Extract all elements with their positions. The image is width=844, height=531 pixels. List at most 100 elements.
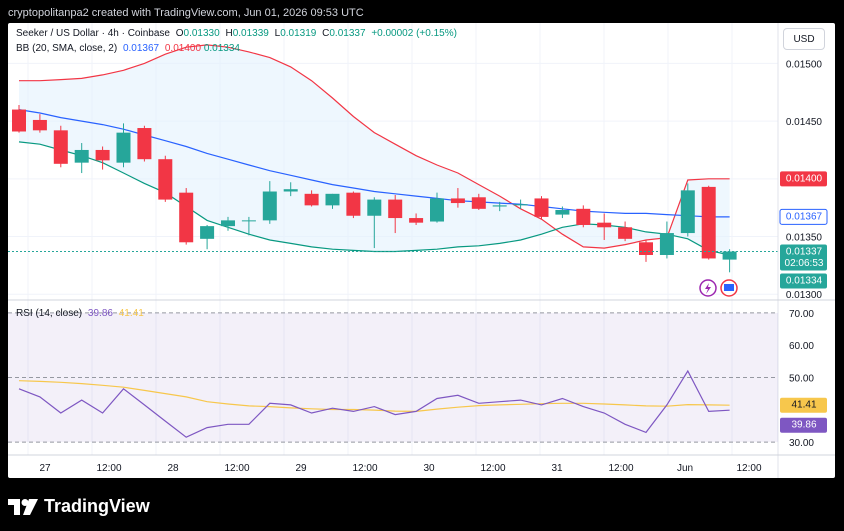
candle-body-5 — [116, 132, 131, 163]
time-tick-label-2: 28 — [167, 463, 179, 474]
rsi-tick-label-2: 50.00 — [789, 374, 814, 385]
bb-upper-value: 0.01400 — [164, 43, 202, 54]
time-tick-label-6: 30 — [423, 463, 435, 474]
bollinger-bands — [8, 23, 778, 455]
rsi-price-label-box — [780, 417, 827, 433]
rsi-ma-price-label-text-0: 41.41 — [791, 400, 816, 411]
bb-legend: BB (20, SMA, close, 2) 0.01367 0.01400 0… — [16, 43, 243, 54]
rsi-ma-value: 41.41 — [118, 308, 144, 319]
bb-lower-price-label-text-0: 0.01334 — [786, 275, 823, 286]
rsi-axis[interactable]: 70.00 60.00 50.00 30.00 — [789, 309, 814, 449]
last-price-label-text-1: 02:06:53 — [785, 258, 824, 269]
time-tick-label-8: 31 — [551, 463, 563, 474]
tradingview-logo[interactable]: TradingView — [8, 496, 150, 517]
ohlc-close-label: C — [322, 28, 330, 39]
candle-body-28 — [597, 222, 612, 228]
time-axis[interactable]: 27 12:00 28 12:00 29 12:00 30 12:00 31 12:00 Jun 12… — [8, 454, 835, 474]
candle-body-11 — [241, 220, 256, 222]
rsi-value: 39.86 — [87, 308, 113, 319]
candle-body-13 — [283, 189, 298, 192]
candle-body-34 — [722, 251, 737, 260]
candle-body-33 — [701, 186, 716, 259]
candle-body-8 — [179, 192, 194, 243]
candle-body-19 — [409, 218, 424, 223]
ohlc-close: C0.01337 — [322, 28, 365, 39]
time-tick-label-4: 29 — [295, 463, 307, 474]
symbol-name: Seeker / US Dollar · 4h · Coinbase — [16, 28, 170, 39]
rsi-tick-label-0: 70.00 — [789, 309, 814, 320]
bb-basis-price-label-text-0: 0.01367 — [786, 211, 823, 222]
rsi-price-label: 39.86 — [780, 417, 827, 433]
rsi-legend: RSI (14, close) 39.86 41.41 — [16, 308, 147, 319]
candles — [8, 104, 778, 297]
time-tick-label-9: 12:00 — [608, 463, 633, 474]
tradingview-logo-text: TradingView — [44, 496, 150, 516]
bb-basis-value: 0.01367 — [122, 43, 160, 54]
time-tick-label-1: 12:00 — [96, 463, 121, 474]
candle-body-18 — [388, 199, 403, 219]
bb-basis-price-label-box — [779, 208, 828, 225]
bolt-icon — [705, 283, 711, 294]
rsi-ma-price-label: 41.41 — [780, 397, 827, 413]
currency-button[interactable]: USD — [783, 28, 825, 50]
rsi-ma-line — [18, 380, 730, 413]
candle-body-31 — [659, 233, 674, 255]
candle-body-2 — [53, 130, 68, 164]
candle-body-24 — [513, 204, 528, 206]
time-tick-label-3: 12:00 — [224, 463, 249, 474]
rsi-pane — [8, 312, 778, 443]
tradingview-logo-icon — [8, 498, 38, 515]
bb-lower-price-label: 0.01334 — [780, 273, 827, 289]
time-tick-label-11: 12:00 — [736, 463, 761, 474]
candle-body-20 — [430, 198, 444, 222]
bb-upper-line — [19, 44, 730, 249]
ohlc-open-value: 0.01330 — [183, 28, 220, 39]
bb-label: BB (20, SMA, close, 2) — [16, 43, 118, 54]
rsi-ma-price-label-box — [780, 397, 827, 413]
symbol-legend: Seeker / US Dollar · 4h · Coinbase O0.01… — [16, 28, 460, 39]
candle-body-30 — [639, 242, 653, 255]
ohlc-high-value: 0.01339 — [232, 28, 269, 39]
ohlc-low-label: L — [274, 28, 281, 39]
candle-body-29 — [618, 227, 633, 239]
price-tick-label-3: 0.01350 — [786, 233, 823, 244]
candle-body-27 — [576, 208, 591, 225]
ohlc-open-label: O — [175, 28, 184, 39]
rsi-tick-label-1: 60.00 — [789, 341, 814, 352]
last-price-label-text-0: 0.01337 — [786, 247, 823, 258]
bb-basis-price-label: 0.01367 — [779, 208, 828, 225]
candle-body-9 — [200, 226, 215, 239]
ohlc-high-label: H — [225, 28, 233, 39]
candle-body-22 — [471, 197, 486, 209]
price-tick-label-0: 0.01500 — [786, 59, 823, 70]
candle-body-25 — [534, 198, 549, 217]
ohlc-high: H0.01339 — [225, 28, 268, 39]
bb-upper-price-label-text-0: 0.01400 — [786, 173, 823, 184]
bb-lower-price-label-box — [780, 273, 827, 289]
candle-body-1 — [32, 119, 47, 131]
candle-body-0 — [12, 109, 26, 132]
bb-lower-value: 0.01334 — [203, 43, 240, 54]
time-tick-label-0: 27 — [39, 463, 51, 474]
rsi-line — [18, 369, 730, 438]
candle-body-4 — [95, 149, 110, 161]
chart-svg[interactable]: 0.01500 0.01450 0.01400 0.01350 0.01300 70.0… — [8, 23, 835, 478]
price-tick-label-4: 0.01300 — [786, 290, 823, 301]
rsi-price-label-text-0: 39.86 — [791, 420, 816, 431]
time-tick-label-10: Jun — [677, 463, 693, 474]
candle-body-23 — [492, 205, 507, 207]
rsi-tick-label-3: 30.00 — [789, 438, 814, 449]
time-tick-label-7: 12:00 — [480, 463, 505, 474]
candle-body-7 — [158, 159, 173, 200]
rsi-label: RSI (14, close) — [16, 308, 83, 319]
candle-body-6 — [137, 128, 152, 160]
bb-upper-price-label-box — [780, 171, 827, 187]
candle-body-21 — [450, 198, 465, 204]
ohlc-low: L0.01319 — [275, 28, 317, 39]
chart-panel[interactable]: 0.01500 0.01450 0.01400 0.01350 0.01300 70.0… — [8, 23, 835, 478]
candle-body-3 — [74, 149, 89, 163]
candle-body-14 — [304, 193, 319, 206]
